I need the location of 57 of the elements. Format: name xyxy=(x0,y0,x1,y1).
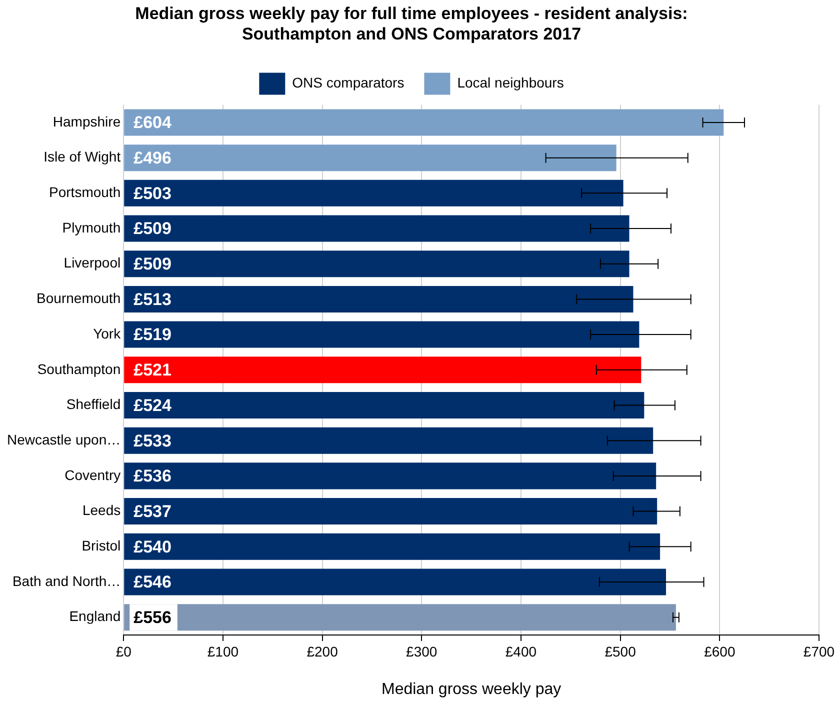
y-tick-label: Bath and North… xyxy=(12,572,121,589)
bar xyxy=(124,109,724,136)
data-label: £540 xyxy=(134,537,172,556)
data-label: £533 xyxy=(134,431,172,450)
x-tick-label: £500 xyxy=(604,643,636,660)
x-tick-label: £300 xyxy=(406,643,438,660)
bar xyxy=(124,180,624,206)
y-tick-label: Newcastle upon… xyxy=(6,431,121,448)
bar xyxy=(124,427,654,454)
y-tick-label: Hampshire xyxy=(52,113,121,130)
y-tick-label: Coventry xyxy=(64,466,121,483)
bar xyxy=(124,568,666,596)
x-tick-label: £0 xyxy=(116,643,132,660)
y-tick-label: Leeds xyxy=(82,502,121,518)
bar xyxy=(124,533,660,560)
y-tick-label: Bournemouth xyxy=(36,290,121,306)
data-label: £513 xyxy=(134,290,172,309)
chart-title: Median gross weekly pay for full time employees - resident analysis: Southampton and ONS Comparators 2017 xyxy=(135,4,688,44)
y-tick-label: Portsmouth xyxy=(49,184,121,200)
data-label: £509 xyxy=(134,219,172,238)
bar xyxy=(124,462,656,490)
legend-label: ONS comparators xyxy=(292,74,404,91)
data-label: £503 xyxy=(134,184,172,203)
data-label: £521 xyxy=(134,360,172,380)
y-tick-label: England xyxy=(69,608,121,624)
data-label: £537 xyxy=(134,502,172,521)
x-tick-label: £200 xyxy=(306,643,338,660)
data-label: £519 xyxy=(134,325,172,344)
bar xyxy=(124,604,676,631)
bar xyxy=(124,250,630,278)
data-label: £546 xyxy=(134,572,172,592)
data-label: £536 xyxy=(134,466,172,486)
legend-label: Local neighbours xyxy=(457,74,564,91)
x-tick-label: £600 xyxy=(704,643,736,660)
data-label: £556 xyxy=(134,608,172,628)
bar xyxy=(124,286,634,312)
bar xyxy=(124,144,616,172)
data-label: £524 xyxy=(134,396,172,415)
bar xyxy=(124,392,644,418)
bar xyxy=(124,356,642,384)
y-tick-label: Sheffield xyxy=(66,396,121,412)
y-tick-label: Plymouth xyxy=(62,219,121,236)
y-tick-label: Bristol xyxy=(82,537,121,554)
data-label: £509 xyxy=(134,254,172,274)
data-label: £604 xyxy=(134,113,172,132)
y-tick-label: Isle of Wight xyxy=(44,148,121,165)
x-tick-label: £700 xyxy=(803,643,835,660)
bar xyxy=(124,498,658,525)
bar xyxy=(124,321,640,348)
y-tick-label: York xyxy=(93,325,122,342)
y-tick-label: Liverpool xyxy=(64,254,121,271)
bar xyxy=(124,215,630,242)
data-label: £496 xyxy=(134,148,172,168)
x-tick-label: £100 xyxy=(207,643,239,660)
y-tick-label: Southampton xyxy=(37,360,121,377)
x-axis-title: Median gross weekly pay xyxy=(381,680,562,698)
x-tick-label: £400 xyxy=(505,643,537,660)
